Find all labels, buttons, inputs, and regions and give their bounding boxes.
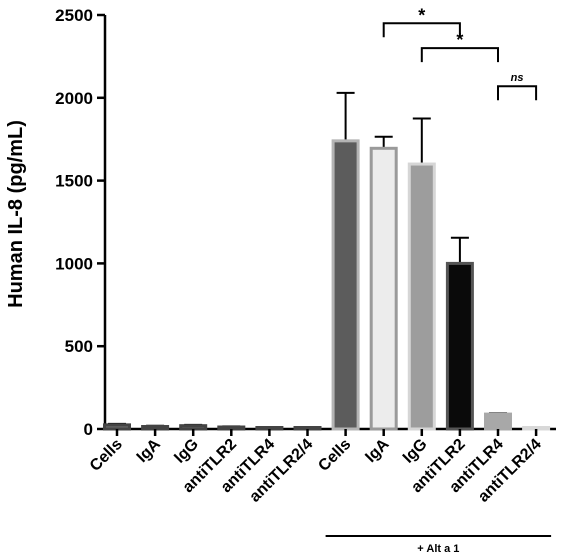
y-axis-label: Human IL-8 (pg/mL) — [5, 120, 27, 308]
y-tick-label: 2500 — [55, 6, 93, 25]
y-tick-label: 1500 — [55, 172, 93, 191]
bar — [103, 423, 131, 431]
y-tick-label: 0 — [84, 420, 93, 439]
significance-bracket — [382, 22, 461, 38]
y-tick-label: 500 — [65, 337, 93, 356]
bar — [255, 426, 284, 431]
x-tick-label: IgG — [400, 436, 431, 467]
significance-label: * — [418, 5, 425, 25]
group-label: + Alt a 1 — [417, 543, 459, 555]
bar — [445, 261, 474, 431]
significance-bracket — [497, 85, 538, 101]
x-tick-label: Cells — [315, 436, 354, 475]
significance-label: ns — [511, 72, 524, 84]
bar — [179, 424, 208, 431]
x-tick-label: IgA — [362, 435, 393, 466]
bar — [484, 412, 512, 431]
y-tick-label: 2000 — [55, 89, 93, 108]
bar — [331, 139, 360, 431]
bar — [217, 425, 246, 431]
x-tick-label: IgA — [134, 435, 165, 466]
significance-label: * — [456, 30, 463, 50]
significance-bracket — [420, 47, 499, 63]
x-tick-label: Cells — [87, 436, 126, 475]
bar — [522, 426, 551, 431]
bar — [369, 146, 398, 431]
bar — [407, 162, 436, 431]
bar — [293, 426, 322, 431]
bar — [141, 425, 170, 431]
x-tick-label: IgG — [171, 436, 202, 467]
y-tick-label: 1000 — [55, 254, 93, 273]
